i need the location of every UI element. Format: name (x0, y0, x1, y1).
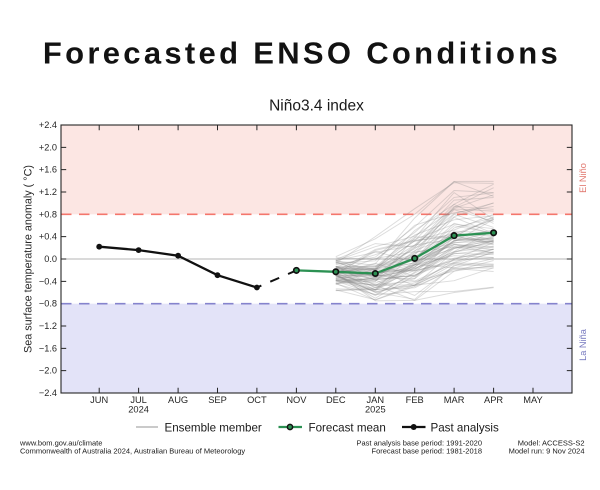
svg-text:Past analysis: Past analysis (431, 421, 500, 434)
svg-text:−0.8: −0.8 (39, 299, 57, 309)
svg-text:MAR: MAR (444, 395, 465, 405)
svg-text:0.0: 0.0 (44, 254, 57, 264)
svg-text:Model: ACCESS-S2: Model: ACCESS-S2 (518, 438, 585, 447)
svg-text:+1.2: +1.2 (39, 187, 57, 197)
svg-text:JUN: JUN (90, 395, 108, 405)
svg-text:−1.6: −1.6 (39, 343, 57, 353)
svg-text:Forecasted ENSO Conditions: Forecasted ENSO Conditions (43, 36, 561, 71)
svg-text:Commonwealth of Australia 2024: Commonwealth of Australia 2024, Australi… (20, 447, 245, 456)
svg-text:Ensemble member: Ensemble member (165, 421, 262, 434)
svg-text:Sea surface temperature anomal: Sea surface temperature anomaly ( °C) (22, 165, 34, 353)
svg-text:El Niño: El Niño (578, 163, 588, 193)
svg-text:SEP: SEP (208, 395, 227, 405)
svg-text:Forecast mean: Forecast mean (309, 421, 386, 434)
svg-text:Model run: 9 Nov 2024: Model run: 9 Nov 2024 (509, 447, 585, 456)
svg-text:Forecast base period: 1981-201: Forecast base period: 1981-2018 (372, 447, 483, 456)
svg-text:−2.4: −2.4 (39, 388, 57, 398)
svg-text:−0.4: −0.4 (39, 276, 57, 286)
svg-text:www.bom.gov.au/climate: www.bom.gov.au/climate (19, 438, 102, 447)
svg-text:+2.4: +2.4 (39, 120, 57, 130)
svg-text:JUL: JUL (130, 395, 147, 405)
svg-text:DEC: DEC (326, 395, 346, 405)
svg-text:+2.0: +2.0 (39, 142, 57, 152)
svg-text:+1.6: +1.6 (39, 165, 57, 175)
svg-text:Niño3.4 index: Niño3.4 index (269, 97, 364, 114)
svg-text:MAY: MAY (523, 395, 542, 405)
svg-text:OCT: OCT (247, 395, 267, 405)
svg-text:FEB: FEB (406, 395, 424, 405)
svg-text:Past analysis base period: 199: Past analysis base period: 1991-2020 (356, 438, 482, 447)
svg-text:−1.2: −1.2 (39, 321, 57, 331)
svg-text:APR: APR (484, 395, 503, 405)
svg-text:+0.4: +0.4 (39, 232, 57, 242)
svg-text:2024: 2024 (128, 405, 149, 415)
svg-text:+0.8: +0.8 (39, 209, 57, 219)
svg-text:NOV: NOV (286, 395, 307, 405)
svg-text:JAN: JAN (367, 395, 385, 405)
svg-text:AUG: AUG (168, 395, 188, 405)
svg-text:−2.0: −2.0 (39, 366, 57, 376)
svg-text:2025: 2025 (365, 405, 386, 415)
svg-text:La Niña: La Niña (578, 328, 588, 361)
